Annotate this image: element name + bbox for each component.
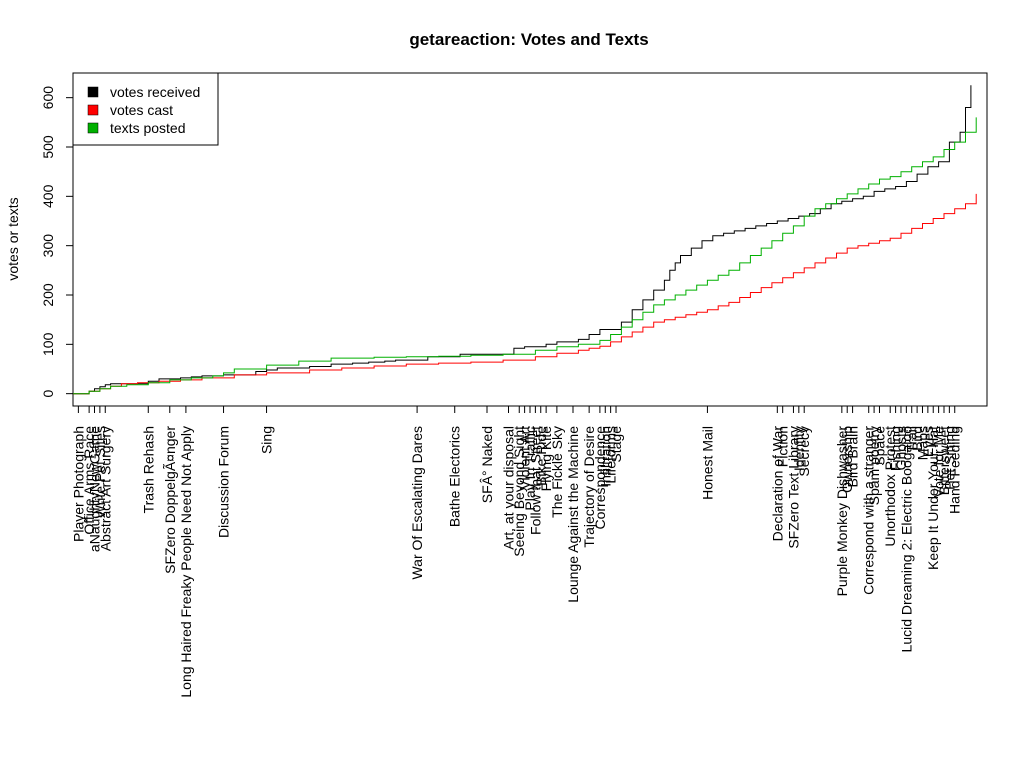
legend-label: votes cast [110, 102, 173, 118]
x-tick-label: Pet Sitting [941, 426, 957, 490]
x-tick-label: Purple Monkey Dishwasher [834, 426, 850, 597]
x-tick-label: Trash Rehash [140, 426, 156, 513]
y-axis-label: votes or texts [5, 197, 21, 280]
y-tick-label: 200 [40, 283, 56, 307]
y-tick-label: 300 [40, 234, 56, 258]
x-tick-label: Maps [914, 426, 930, 460]
x-tick-label: Unorthodox Protest [882, 426, 898, 547]
y-tick-label: 100 [40, 332, 56, 356]
x-tick-label: Follow that Street [527, 426, 543, 535]
x-tick-label: Fiction [775, 426, 791, 467]
x-tick-label: Bittersweet [936, 426, 952, 495]
x-tick-label: Bathe Electorics [447, 426, 463, 527]
x-tick-label: Correspond with a stranger [861, 426, 877, 595]
x-tick-label: Declaration of War [769, 426, 785, 542]
x-tick-label: Long Haired Freaky People Need Not Apply [178, 426, 194, 698]
series-line-votes-received [73, 85, 972, 395]
x-tick-label: Lucid Dreaming 2: Electric Boogaloo [898, 426, 914, 653]
x-tick-label: Space [871, 426, 887, 466]
x-tick-label: Trail [904, 426, 920, 453]
x-tick-label: Play In Traffic [522, 426, 538, 511]
x-tick-label: Sing [259, 426, 275, 454]
x-tick-label: Lounge Against the Machine [565, 426, 581, 603]
legend-swatch [87, 104, 99, 116]
x-tick-label: War Of Escalating Dares [409, 426, 425, 580]
x-tick-label: aNaughtyNewGame [87, 426, 103, 552]
x-tick-label: Fishing [888, 426, 904, 471]
x-tick-label: SFZero DoppelgÃ¤nger [162, 426, 178, 574]
x-tick-label: Ownership [839, 426, 855, 493]
x-tick-label: Ghosts [893, 426, 909, 470]
x-tick-label: SFÂ° Naked [479, 426, 495, 503]
x-tick-label: Art, at your disposal [500, 426, 516, 550]
series-line-texts-posted [73, 117, 977, 395]
x-tick-label: Office Arms Race [81, 426, 97, 535]
x-tick-label: Keep It Under Your Hat [925, 426, 941, 570]
x-tick-label: Write Pet Sites [92, 426, 108, 518]
chart-title: getareaction: Votes and Texts [409, 30, 648, 49]
legend-swatch [87, 122, 99, 134]
x-tick-label: Bird [909, 426, 925, 451]
x-tick-label: Infiltration [597, 426, 613, 487]
x-tick-label: Spam poetry [866, 426, 882, 505]
x-tick-label: Trajectory of Desire [581, 426, 597, 548]
x-tick-label: Honest Mail [699, 426, 715, 500]
x-tick-label: Eyes [920, 426, 936, 457]
x-tick-label: Lifeforms [603, 426, 619, 484]
x-tick-label: Discussion Forum [216, 426, 232, 538]
x-tick-label: Identity [791, 426, 807, 471]
legend-label: votes received [110, 84, 200, 100]
x-tick-label: Flying Kite [538, 426, 554, 492]
x-tick-label: Vote for Me [931, 426, 947, 498]
legend-swatch [87, 86, 99, 98]
series-line-votes-cast [73, 193, 977, 395]
x-tick-label: The Fickle Sky [549, 426, 565, 518]
x-tick-label: Seeing Beyond Sight [511, 426, 527, 557]
y-tick-label: 0 [40, 390, 56, 398]
y-tick-label: 400 [40, 184, 56, 208]
x-tick-label: Bird Brain [845, 426, 861, 487]
x-tick-label: SFZero Text Library [785, 426, 801, 549]
x-tick-label: Player Photograph [70, 426, 86, 542]
y-tick-label: 500 [40, 135, 56, 159]
plot-area: 0 100 200 300 400 500 600 Player PhotographOffi… [40, 72, 988, 698]
y-tick-label: 600 [40, 86, 56, 110]
x-tick-label: Correspondence [592, 426, 608, 530]
x-tick-label: Stage [608, 426, 624, 463]
legend-label: texts posted [110, 120, 186, 136]
x-tick-label: Secrecy [796, 426, 812, 477]
x-tick-label: Violent Art [517, 426, 533, 490]
x-tick-label: Bike Ride [533, 426, 549, 486]
x-tick-label: Hand Feeding [947, 426, 963, 514]
x-tick-label: Abstract Art Surgery [97, 426, 113, 551]
